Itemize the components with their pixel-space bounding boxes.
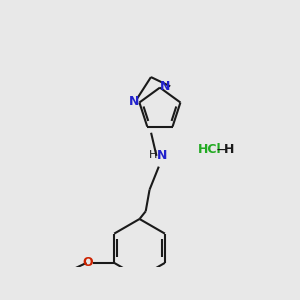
Text: H: H xyxy=(148,150,157,160)
Text: HCl: HCl xyxy=(197,143,221,157)
Text: N: N xyxy=(129,95,139,108)
Text: H: H xyxy=(224,143,234,157)
Text: N: N xyxy=(160,80,170,93)
Text: O: O xyxy=(83,256,93,269)
Text: N: N xyxy=(157,149,167,162)
Text: −: − xyxy=(216,143,227,157)
